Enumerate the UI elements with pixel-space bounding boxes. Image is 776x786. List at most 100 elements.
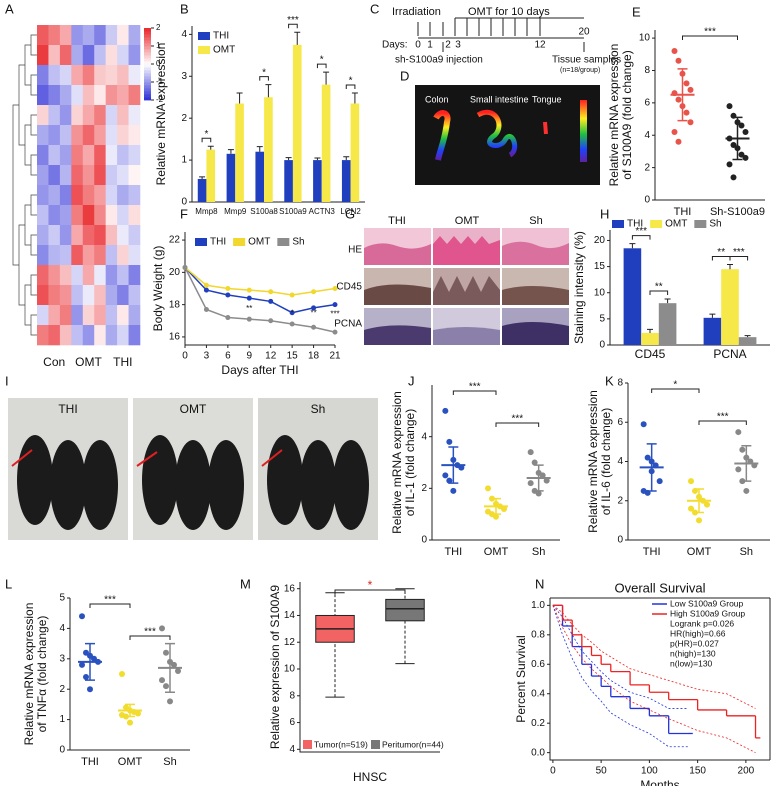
- legend-label: THI: [213, 31, 229, 42]
- colorbar-step: [144, 85, 151, 89]
- heatmap-cell: [82, 325, 95, 346]
- legend-swatch: [233, 238, 246, 246]
- y-tick-label: 16: [284, 583, 296, 594]
- heatmap-cell: [48, 285, 61, 306]
- heatmap-cell: [94, 65, 106, 86]
- dendrogram: [24, 44, 31, 86]
- point: [675, 96, 682, 103]
- significance-bracket: [729, 256, 749, 261]
- y-tick-label: 3: [59, 653, 65, 664]
- significance-label: *: [291, 309, 294, 318]
- heatmap-cell: [128, 165, 141, 186]
- colorbar-label: 2: [156, 23, 161, 32]
- heatmap-cell: [117, 145, 129, 166]
- bar: [226, 153, 236, 202]
- line: [184, 266, 336, 296]
- row-label: CD45: [336, 282, 362, 293]
- x-tick-label: 100: [641, 766, 658, 777]
- point: [687, 86, 694, 93]
- point: [743, 487, 750, 494]
- heatmap-cell: [82, 45, 95, 66]
- colorbar-step: [144, 70, 151, 74]
- marker: [203, 306, 209, 312]
- dendrogram: [30, 114, 37, 136]
- heatmap-cell: [59, 85, 72, 106]
- legend-swatch: [195, 238, 207, 246]
- heatmap-cell: [71, 305, 84, 326]
- y-axis-label: Relative mRNA expression: [586, 390, 600, 533]
- marker: [332, 302, 338, 308]
- y-tick-label: 2: [644, 162, 650, 173]
- y-tick-label: 0: [617, 535, 623, 546]
- heatmap-cell: [82, 305, 95, 326]
- error-bar: [744, 335, 751, 338]
- point: [543, 477, 550, 484]
- point: [485, 485, 491, 492]
- point: [87, 686, 93, 693]
- heatmap-cell: [128, 105, 141, 126]
- sd-bar: [125, 703, 135, 718]
- legend-label: THI: [627, 219, 643, 230]
- x-tick-label: LCN2: [340, 207, 361, 216]
- point: [163, 649, 169, 656]
- point: [688, 478, 694, 485]
- arrows: [417, 18, 585, 52]
- x-tick-label: Mmp9: [224, 207, 247, 216]
- significance-label: **: [310, 309, 316, 318]
- heatmap-cell: [94, 245, 106, 266]
- marker: [246, 287, 252, 293]
- significance-bracket: [288, 23, 298, 29]
- panel-letter: C: [370, 1, 379, 16]
- heatmap-cell: [105, 305, 118, 326]
- heatmap-cell: [82, 145, 95, 166]
- significance-label: ***: [704, 27, 716, 38]
- heatmap-cell: [71, 85, 84, 106]
- marker: [268, 289, 274, 295]
- bar: [197, 178, 207, 202]
- row-label: HE: [348, 245, 362, 256]
- colorbar-step: [144, 34, 151, 38]
- y-tick-label: 0: [421, 535, 427, 546]
- heatmap-cell: [48, 125, 61, 146]
- colorbar-step: [144, 58, 151, 62]
- heatmap-cell: [71, 325, 84, 346]
- significance-label: ***: [469, 382, 481, 393]
- bar: [641, 332, 659, 345]
- colorbar-label: -2: [156, 95, 164, 104]
- heatmap-cell: [48, 85, 61, 106]
- point: [442, 472, 449, 479]
- error-bar: [227, 149, 234, 154]
- point: [726, 103, 733, 110]
- point: [442, 407, 449, 414]
- point: [159, 677, 165, 684]
- significance-bracket: [649, 290, 669, 295]
- significance-bracket: [631, 235, 651, 240]
- x-tick-label: 15: [287, 351, 299, 362]
- significance-label: ***: [511, 414, 523, 425]
- point: [446, 477, 453, 484]
- x-tick-label: 150: [689, 766, 706, 777]
- heatmap-cell: [105, 45, 118, 66]
- heatmap-cell: [82, 265, 95, 286]
- heatmap-cell: [105, 145, 118, 166]
- heatmap-cell: [37, 185, 49, 206]
- sd-bar: [165, 642, 175, 693]
- heatmap-cell: [59, 145, 72, 166]
- colorbar-step: [144, 52, 151, 56]
- y-tick-label: 4: [421, 431, 427, 442]
- heatmap-cell: [94, 205, 106, 226]
- heatmap-cell: [128, 265, 141, 286]
- heatmap-cell: [48, 185, 61, 206]
- bar: [703, 317, 722, 345]
- photo-label: THI: [58, 402, 77, 416]
- dendrogram: [12, 104, 19, 266]
- x-tick-label: Sh: [163, 756, 176, 768]
- point: [159, 625, 165, 632]
- point: [127, 719, 133, 726]
- heatmap-cell: [71, 45, 84, 66]
- y-tick-label: 4: [289, 744, 295, 755]
- point: [83, 674, 89, 681]
- significance-label: *: [320, 55, 324, 66]
- marker: [203, 282, 209, 288]
